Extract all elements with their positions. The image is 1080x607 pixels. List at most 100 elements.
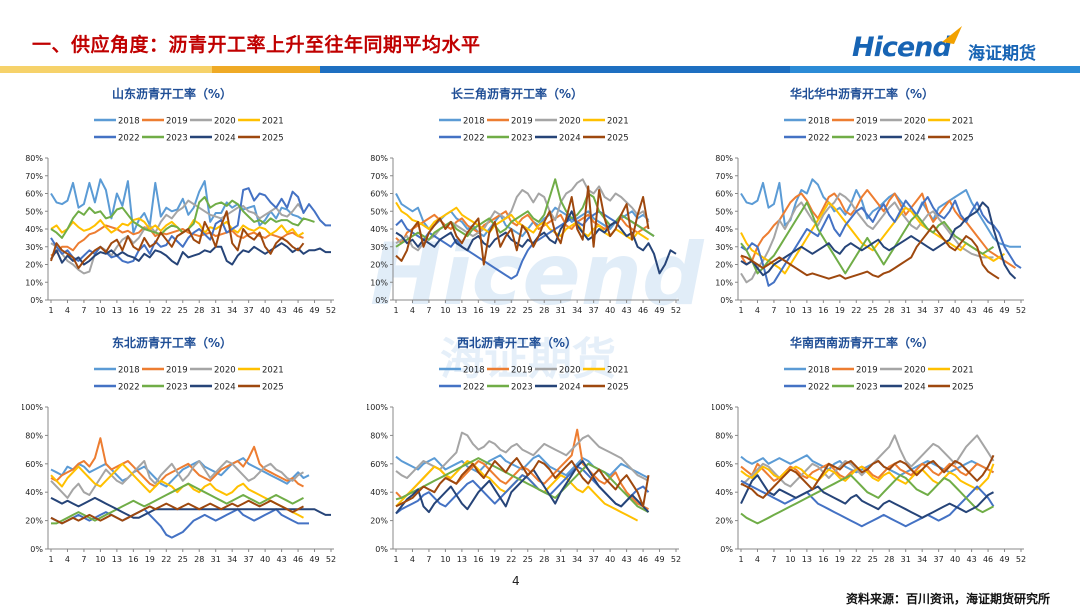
y-tick-label: 100% (22, 403, 43, 412)
x-tick-label: 49 (309, 306, 319, 315)
x-tick-label: 16 (128, 555, 138, 564)
legend-label-2023: 2023 (856, 383, 878, 393)
x-tick-label: 28 (884, 306, 894, 315)
y-tick-label: 80% (25, 431, 43, 440)
x-tick-label: 43 (621, 306, 631, 315)
x-tick-label: 34 (227, 555, 237, 564)
legend-label-2020: 2020 (559, 366, 581, 376)
chart-title: 华南西南沥青开工率（%） (790, 335, 934, 350)
y-tick-label: 100% (367, 403, 388, 412)
x-tick-label: 4 (65, 306, 70, 315)
x-tick-label: 22 (506, 555, 516, 564)
x-tick-label: 46 (293, 306, 303, 315)
y-tick-label: 50% (715, 207, 733, 216)
x-tick-label: 28 (539, 555, 549, 564)
series-line-2021 (50, 462, 304, 519)
header-stripe-lightblue (790, 66, 1080, 73)
y-tick-label: 20% (715, 261, 733, 270)
legend-label-2018: 2018 (808, 117, 830, 127)
chart-title: 山东沥青开工率（%） (112, 86, 232, 101)
legend-label-2019: 2019 (166, 117, 188, 127)
x-tick-label: 40 (950, 555, 960, 564)
x-tick-label: 13 (112, 306, 122, 315)
y-tick-label: 30% (715, 243, 733, 252)
y-tick-label: 60% (370, 190, 388, 199)
legend-label-2019: 2019 (511, 366, 533, 376)
y-tick-label: 0% (720, 296, 733, 305)
x-tick-label: 31 (901, 306, 911, 315)
legend-label-2022: 2022 (463, 383, 485, 393)
series-line-2024 (740, 201, 1017, 280)
series-line-2025 (395, 457, 650, 508)
legend-label-2025: 2025 (262, 383, 284, 393)
legend-label-2018: 2018 (463, 117, 485, 127)
chart-south-southwest: 华南西南沥青开工率（%） 2018 2019 2020 2021 2022 2023 2024… (712, 331, 1032, 566)
chart-shandong: 山东沥青开工率（%） 2018 2019 2020 2021 2022 2023 2024 20… (22, 82, 342, 317)
x-tick-label: 19 (835, 306, 845, 315)
x-tick-label: 52 (1016, 306, 1026, 315)
legend-label-2023: 2023 (166, 383, 188, 393)
x-tick-label: 22 (161, 306, 171, 315)
x-tick-label: 25 (178, 306, 188, 315)
legend-label-2021: 2021 (952, 366, 974, 376)
series-line-2018 (740, 454, 994, 477)
y-tick-label: 20% (25, 261, 43, 270)
y-tick-label: 10% (715, 278, 733, 287)
x-tick-label: 10 (785, 555, 795, 564)
legend-label-2022: 2022 (808, 383, 830, 393)
x-tick-label: 10 (95, 555, 105, 564)
y-tick-label: 70% (370, 172, 388, 181)
logo-cn-text: 海证期货 (968, 44, 1036, 64)
y-tick-label: 20% (370, 517, 388, 526)
legend-label-2020: 2020 (214, 366, 236, 376)
series-line-2018 (50, 178, 305, 234)
legend-label-2020: 2020 (904, 117, 926, 127)
chart-title: 西北沥青开工率（%） (457, 335, 577, 350)
x-tick-label: 49 (654, 555, 664, 564)
y-tick-label: 40% (370, 488, 388, 497)
x-tick-label: 4 (755, 555, 760, 564)
page-number: 4 (512, 574, 520, 588)
x-tick-label: 31 (556, 555, 566, 564)
x-tick-label: 31 (211, 306, 221, 315)
series-line-2022 (740, 196, 1022, 287)
y-tick-label: 100% (712, 403, 733, 412)
chart-svg-north-central: 华北华中沥青开工率（%） 2018 2019 2020 2021 2022 2023 2024… (715, 86, 1026, 315)
chart-svg-shandong: 山东沥青开工率（%） 2018 2019 2020 2021 2022 2023 2024 20… (25, 86, 336, 315)
x-tick-label: 1 (738, 306, 743, 315)
legend-label-2019: 2019 (856, 366, 878, 376)
x-tick-label: 43 (966, 306, 976, 315)
legend-label-2025: 2025 (607, 134, 629, 144)
series-line-2025 (740, 224, 1000, 280)
chart-north-central: 华北华中沥青开工率（%） 2018 2019 2020 2021 2022 2023 2024… (712, 82, 1032, 317)
y-tick-label: 80% (370, 154, 388, 163)
legend-label-2020: 2020 (904, 366, 926, 376)
chart-title: 华北华中沥青开工率（%） (790, 86, 934, 101)
series-line-2023 (740, 474, 994, 525)
legend-label-2019: 2019 (166, 366, 188, 376)
legend-label-2023: 2023 (166, 134, 188, 144)
series-line-2021 (740, 463, 995, 491)
x-tick-label: 7 (426, 306, 431, 315)
x-tick-label: 7 (81, 306, 86, 315)
legend-label-2023: 2023 (511, 383, 533, 393)
y-tick-label: 0% (720, 545, 733, 554)
series-line-2024 (740, 474, 994, 519)
x-tick-label: 22 (506, 306, 516, 315)
x-tick-label: 1 (393, 306, 398, 315)
series-line-2018 (50, 457, 310, 488)
legend-label-2025: 2025 (952, 383, 974, 393)
x-tick-label: 28 (539, 306, 549, 315)
legend-label-2024: 2024 (904, 134, 926, 144)
x-tick-label: 16 (128, 306, 138, 315)
series-line-2022 (740, 479, 995, 528)
y-tick-label: 70% (25, 172, 43, 181)
x-tick-label: 34 (227, 306, 237, 315)
x-tick-label: 10 (440, 555, 450, 564)
x-tick-label: 7 (81, 555, 86, 564)
legend-label-2024: 2024 (559, 134, 581, 144)
y-tick-label: 30% (370, 243, 388, 252)
x-tick-label: 40 (605, 306, 615, 315)
x-tick-label: 25 (868, 306, 878, 315)
x-tick-label: 16 (818, 555, 828, 564)
